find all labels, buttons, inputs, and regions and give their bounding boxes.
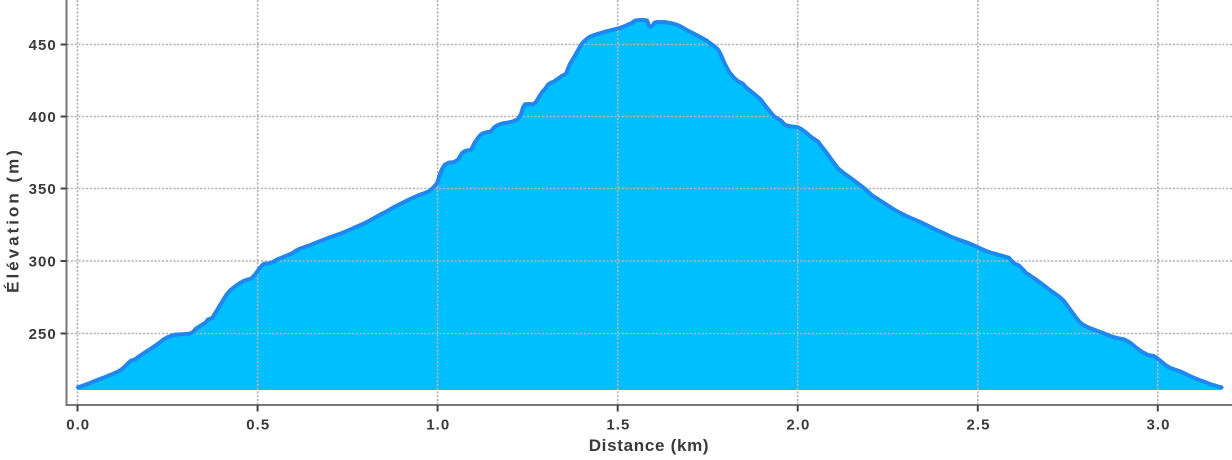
svg-text:300: 300 xyxy=(29,253,57,270)
svg-text:Élévation (m): Élévation (m) xyxy=(4,147,23,293)
svg-text:Distance (km): Distance (km) xyxy=(589,436,710,455)
svg-text:3.0: 3.0 xyxy=(1146,417,1170,434)
svg-text:2.5: 2.5 xyxy=(966,417,990,434)
svg-text:250: 250 xyxy=(29,326,57,343)
svg-text:1.0: 1.0 xyxy=(426,417,450,434)
svg-text:0.0: 0.0 xyxy=(66,417,90,434)
svg-text:450: 450 xyxy=(29,37,57,54)
svg-text:400: 400 xyxy=(29,109,57,126)
svg-text:350: 350 xyxy=(29,181,57,198)
svg-text:1.5: 1.5 xyxy=(606,417,630,434)
svg-text:2.0: 2.0 xyxy=(786,417,810,434)
svg-text:0.5: 0.5 xyxy=(246,417,270,434)
